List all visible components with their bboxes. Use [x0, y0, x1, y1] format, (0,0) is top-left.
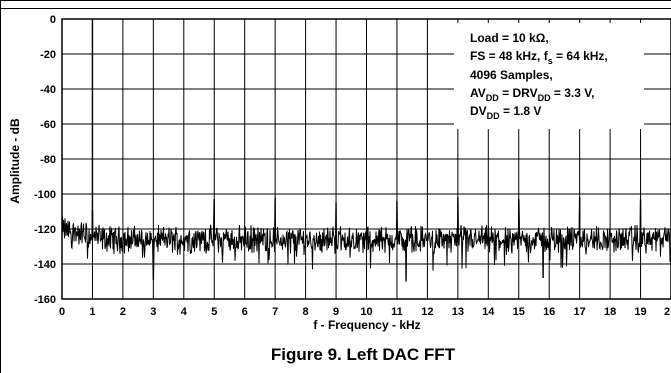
y-tick-label: -100 [34, 189, 56, 201]
x-tick-label: 2 [664, 306, 670, 318]
x-tick-label: 18 [604, 306, 616, 318]
figure-caption: Figure 9. Left DAC FFT [271, 345, 456, 364]
x-tick-label: 9 [333, 306, 339, 318]
annotation-line-4: AVDD = DRVDD = 3.3 V, [470, 86, 595, 103]
noise-floor-series [61, 197, 671, 282]
x-tick-label: 12 [421, 306, 433, 318]
x-tick-label: 0 [59, 306, 65, 318]
y-tick-label: -60 [40, 119, 56, 131]
x-tick-label: 2 [120, 306, 126, 318]
y-tick-label: -80 [40, 154, 56, 166]
x-axis-label: f - Frequency - kHz [313, 318, 420, 332]
x-tick-label: 8 [303, 306, 309, 318]
y-tick-label: -20 [40, 49, 56, 61]
y-tick-label: -140 [34, 259, 56, 271]
x-tick-label: 7 [272, 306, 278, 318]
fft-trace [61, 19, 671, 282]
y-axis-label: Amplitude - dB [8, 118, 22, 204]
x-tick-label: 6 [242, 306, 248, 318]
x-tick-label: 5 [211, 306, 217, 318]
annotation-line-5: DVDD = 1.8 V [470, 104, 541, 121]
y-tick-label: -40 [40, 84, 56, 96]
x-tick-label: 4 [181, 306, 188, 318]
y-tick-label: -120 [34, 224, 56, 236]
x-tick-label: 19 [634, 306, 646, 318]
x-tick-label: 15 [513, 306, 525, 318]
annotation-line-3: 4096 Samples, [470, 68, 553, 82]
x-tick-label: 16 [543, 306, 555, 318]
x-tick-labels: 0 1 2 3 4 5 6 7 8 9 10 11 12 13 14 15 16 17 18 19 2 [59, 306, 670, 318]
x-tick-label: 10 [360, 306, 372, 318]
x-tick-label: 3 [150, 306, 156, 318]
conditions-annotation: Load = 10 kΩ, FS = 48 kHz, fs = 64 kHz, … [454, 23, 644, 129]
x-tick-label: 11 [391, 306, 403, 318]
y-tick-label: -160 [34, 294, 56, 306]
annotation-background [454, 23, 644, 129]
annotation-line-1: Load = 10 kΩ, [470, 31, 549, 45]
x-tick-label: 1 [89, 306, 95, 318]
x-tick-label: 17 [574, 306, 586, 318]
y-tick-labels: 0 -20 -40 -60 -80 -100 -120 -140 -160 [34, 14, 56, 306]
y-tick-label: 0 [50, 14, 56, 26]
annotation-line-2: FS = 48 kHz, fs = 64 kHz, [470, 49, 608, 66]
x-tick-label: 14 [482, 306, 495, 318]
x-tick-label: 13 [452, 306, 464, 318]
